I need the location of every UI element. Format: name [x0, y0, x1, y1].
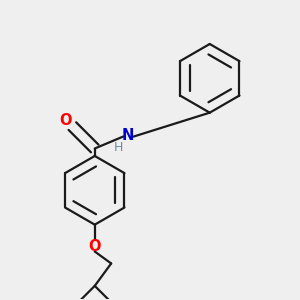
- Text: O: O: [88, 239, 101, 254]
- Text: H: H: [114, 141, 123, 154]
- Text: N: N: [122, 128, 134, 143]
- Text: O: O: [59, 113, 72, 128]
